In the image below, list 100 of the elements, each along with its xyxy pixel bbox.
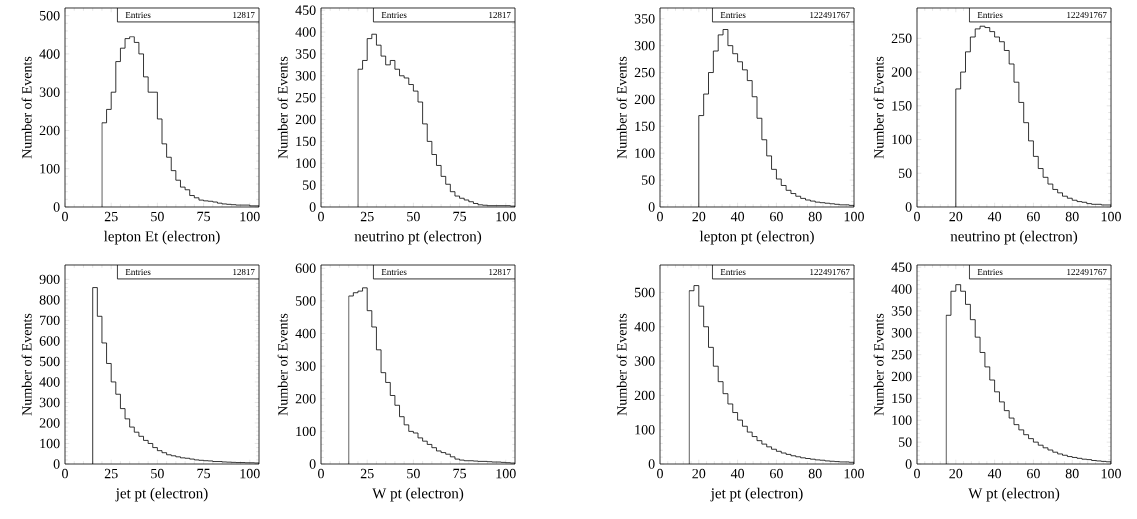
x-tick-label: 60 bbox=[1027, 468, 1040, 479]
y-axis-title: Number of Events bbox=[21, 56, 32, 159]
x-tick-label: 25 bbox=[360, 468, 374, 479]
annotation: 122491767 bbox=[1067, 11, 1107, 18]
y-tick-label: 350 bbox=[891, 306, 912, 316]
y-axis-title: Number of Events bbox=[21, 313, 32, 416]
x-axis-title: jet pt (electron) bbox=[710, 487, 803, 502]
y-tick-label: 400 bbox=[39, 49, 60, 59]
annotation: Entries bbox=[977, 268, 1003, 275]
y-tick-label: 50 bbox=[898, 437, 912, 447]
x-tick-label: 0 bbox=[914, 211, 920, 222]
x-axis-title: W pt (electron) bbox=[372, 487, 464, 502]
y-tick-label: 200 bbox=[891, 371, 912, 382]
x-axis-title: neutrino pt (electron) bbox=[354, 230, 482, 245]
y-axis-title: Number of Events bbox=[616, 313, 627, 416]
x-tick-label: 75 bbox=[197, 211, 211, 222]
y-tick-label: 200 bbox=[295, 114, 316, 125]
y-tick-label: 50 bbox=[302, 180, 316, 190]
x-tick-label: 100 bbox=[496, 211, 516, 222]
x-tick-label: 100 bbox=[496, 468, 516, 479]
x-tick-label: 100 bbox=[1101, 468, 1121, 479]
y-tick-label: 400 bbox=[39, 377, 60, 387]
x-tick-label: 0 bbox=[62, 211, 68, 222]
y-tick-label: 500 bbox=[634, 287, 655, 298]
annotation: 12817 bbox=[489, 268, 511, 276]
y-tick-label: 200 bbox=[39, 418, 60, 428]
annotation: 12817 bbox=[489, 11, 511, 18]
y-tick-label: 300 bbox=[39, 397, 60, 408]
y-tick-label: 500 bbox=[39, 10, 60, 21]
x-axis-title: lepton Et (electron) bbox=[103, 230, 220, 245]
annotation: Entries bbox=[125, 11, 151, 18]
x-tick-label: 80 bbox=[808, 211, 822, 222]
annotation: Entries bbox=[381, 11, 407, 18]
y-tick-label: 300 bbox=[295, 71, 316, 81]
y-tick-label: 400 bbox=[295, 27, 316, 37]
y-tick-label: 0 bbox=[53, 459, 60, 469]
x-tick-label: 0 bbox=[657, 468, 663, 479]
x-tick-label: 20 bbox=[692, 468, 706, 479]
x-tick-label: 0 bbox=[914, 468, 920, 479]
x-tick-label: 60 bbox=[770, 211, 783, 222]
x-tick-label: 40 bbox=[987, 211, 1002, 222]
x-tick-label: 50 bbox=[151, 211, 164, 222]
y-tick-label: 250 bbox=[634, 67, 655, 78]
x-tick-label: 50 bbox=[407, 211, 420, 222]
x-tick-label: 0 bbox=[62, 468, 68, 479]
x-tick-label: 60 bbox=[1027, 211, 1040, 222]
y-tick-label: 300 bbox=[634, 40, 655, 51]
x-tick-label: 25 bbox=[104, 468, 118, 479]
x-tick-label: 0 bbox=[657, 211, 663, 222]
x-tick-label: 80 bbox=[1065, 211, 1079, 222]
x-tick-label: 75 bbox=[197, 468, 211, 479]
y-tick-label: 250 bbox=[891, 33, 912, 44]
x-tick-label: 50 bbox=[407, 468, 420, 479]
y-tick-label: 0 bbox=[53, 202, 60, 212]
y-tick-label: 200 bbox=[634, 94, 655, 105]
annotation: 122491767 bbox=[810, 268, 850, 275]
y-axis-title: Number of Events bbox=[873, 313, 884, 416]
x-tick-label: 25 bbox=[360, 211, 374, 222]
x-tick-label: 20 bbox=[949, 211, 963, 222]
y-tick-label: 100 bbox=[40, 164, 60, 174]
y-tick-label: 500 bbox=[295, 296, 316, 306]
y-tick-label: 0 bbox=[309, 459, 316, 469]
y-tick-label: 450 bbox=[891, 262, 912, 272]
y-tick-label: 300 bbox=[891, 328, 912, 338]
x-tick-label: 20 bbox=[692, 211, 706, 222]
y-tick-label: 0 bbox=[905, 202, 912, 212]
y-tick-label: 200 bbox=[891, 67, 912, 77]
x-tick-label: 40 bbox=[730, 211, 745, 222]
x-tick-label: 75 bbox=[453, 211, 467, 222]
y-tick-label: 300 bbox=[39, 87, 60, 97]
y-tick-label: 400 bbox=[634, 322, 655, 332]
y-axis-title: Number of Events bbox=[277, 313, 288, 416]
y-tick-label: 100 bbox=[296, 426, 316, 437]
y-axis-title: Number of Events bbox=[277, 56, 288, 159]
y-tick-label: 600 bbox=[39, 336, 60, 346]
y-tick-label: 250 bbox=[891, 349, 912, 360]
y-tick-label: 450 bbox=[295, 5, 316, 15]
y-tick-label: 0 bbox=[905, 459, 912, 469]
y-axis-title: Number of Events bbox=[873, 56, 884, 159]
y-tick-label: 150 bbox=[892, 101, 912, 111]
x-tick-label: 60 bbox=[770, 468, 783, 479]
y-tick-label: 50 bbox=[641, 175, 655, 185]
annotation: Entries bbox=[720, 268, 746, 275]
y-tick-label: 300 bbox=[634, 356, 655, 366]
y-tick-label: 200 bbox=[634, 390, 655, 401]
annotation: 122491767 bbox=[810, 11, 850, 18]
y-tick-label: 300 bbox=[295, 361, 316, 371]
y-tick-label: 400 bbox=[295, 328, 316, 339]
y-tick-label: 50 bbox=[898, 168, 912, 178]
x-axis-title: jet pt (electron) bbox=[115, 487, 208, 502]
y-tick-label: 250 bbox=[295, 92, 316, 103]
annotation: Entries bbox=[381, 268, 407, 275]
x-tick-label: 20 bbox=[949, 468, 963, 479]
x-tick-label: 80 bbox=[808, 468, 822, 479]
x-axis-title: W pt (electron) bbox=[968, 487, 1060, 502]
annotation: 122491767 bbox=[1067, 268, 1107, 275]
y-tick-label: 0 bbox=[648, 459, 655, 469]
x-tick-label: 40 bbox=[730, 468, 745, 479]
y-tick-label: 200 bbox=[295, 394, 316, 404]
x-tick-label: 100 bbox=[240, 468, 260, 479]
